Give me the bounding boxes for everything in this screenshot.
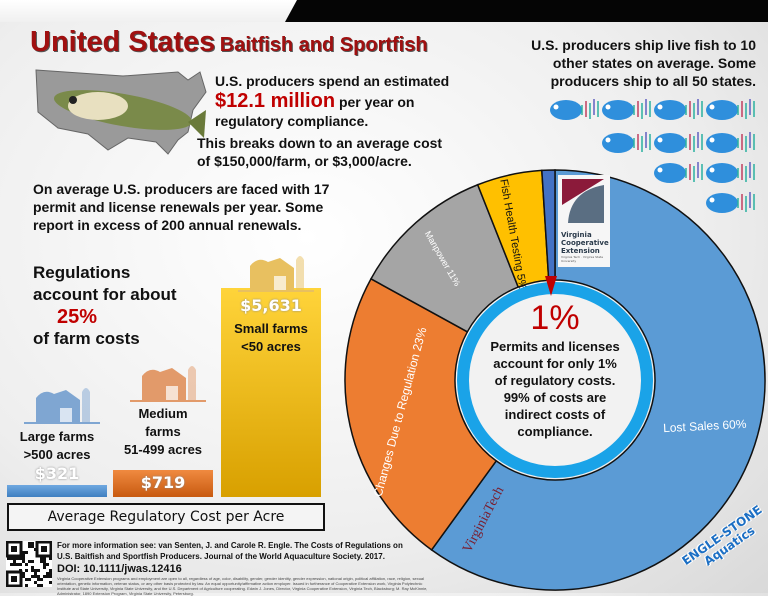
fish-icon — [706, 162, 755, 183]
top-bar-right — [285, 0, 768, 22]
fish-icon — [550, 99, 599, 120]
top-bar-left — [0, 0, 300, 22]
bar-value-label: $719 — [140, 473, 186, 493]
fish-icon — [706, 99, 755, 120]
bar-0 — [7, 485, 107, 497]
permits-text: On average U.S. producers are faced with… — [33, 181, 330, 233]
us-map-bass-image — [35, 69, 207, 155]
bar-value-label: $5,631 — [240, 296, 302, 315]
donut-slice-1 — [344, 277, 498, 551]
fish-icon — [602, 99, 651, 120]
breakdown-text: This breaks down to an average cost of $1… — [197, 135, 443, 169]
shipping-text: U.S. producers ship live fish to 10 other… — [531, 37, 756, 89]
bar-value-label: $321 — [34, 464, 80, 484]
barn-icon — [238, 256, 314, 292]
bar-category-label: Medium farms 51-499 acres — [123, 406, 203, 457]
fish-icon — [602, 132, 651, 153]
donut-slice-label: Lost Sales 60% — [663, 417, 747, 435]
fish-icon — [654, 99, 703, 120]
bar-category-label: Large farms >500 acres — [19, 429, 95, 462]
bar-2 — [221, 288, 321, 497]
barn-icon — [24, 388, 100, 424]
doi-link[interactable]: DOI: 10.1111/jwas.12416 — [57, 563, 182, 575]
regulations-text: Regulations account for about 25% of far… — [33, 263, 177, 348]
barn-icon — [130, 366, 206, 402]
pointer-triangle-icon — [545, 276, 557, 296]
qr-code[interactable] — [6, 541, 52, 587]
bar-chart-title: Average Regulatory Cost per Acre — [7, 503, 325, 531]
permits-ring — [457, 282, 653, 478]
page-title: United States Baitfish and Sportfish — [30, 26, 428, 58]
bar-category-label: Small farms <50 acres — [234, 321, 308, 354]
fish-icon — [706, 132, 755, 153]
fish-icon — [706, 192, 755, 213]
bar-1 — [113, 470, 213, 497]
fish-icon — [654, 162, 703, 183]
spend-text: U.S. producers spend an estimated $12.1 … — [215, 73, 450, 129]
fish-icon — [654, 132, 703, 153]
donut-center-text: 1% Permits and licenses account for only … — [490, 299, 620, 439]
vce-logo: Virginia Cooperative Extension Virginia … — [558, 175, 610, 267]
donut-slice-0 — [430, 169, 766, 591]
footer-citation: For more information see: van Senten, J.… — [57, 540, 437, 596]
